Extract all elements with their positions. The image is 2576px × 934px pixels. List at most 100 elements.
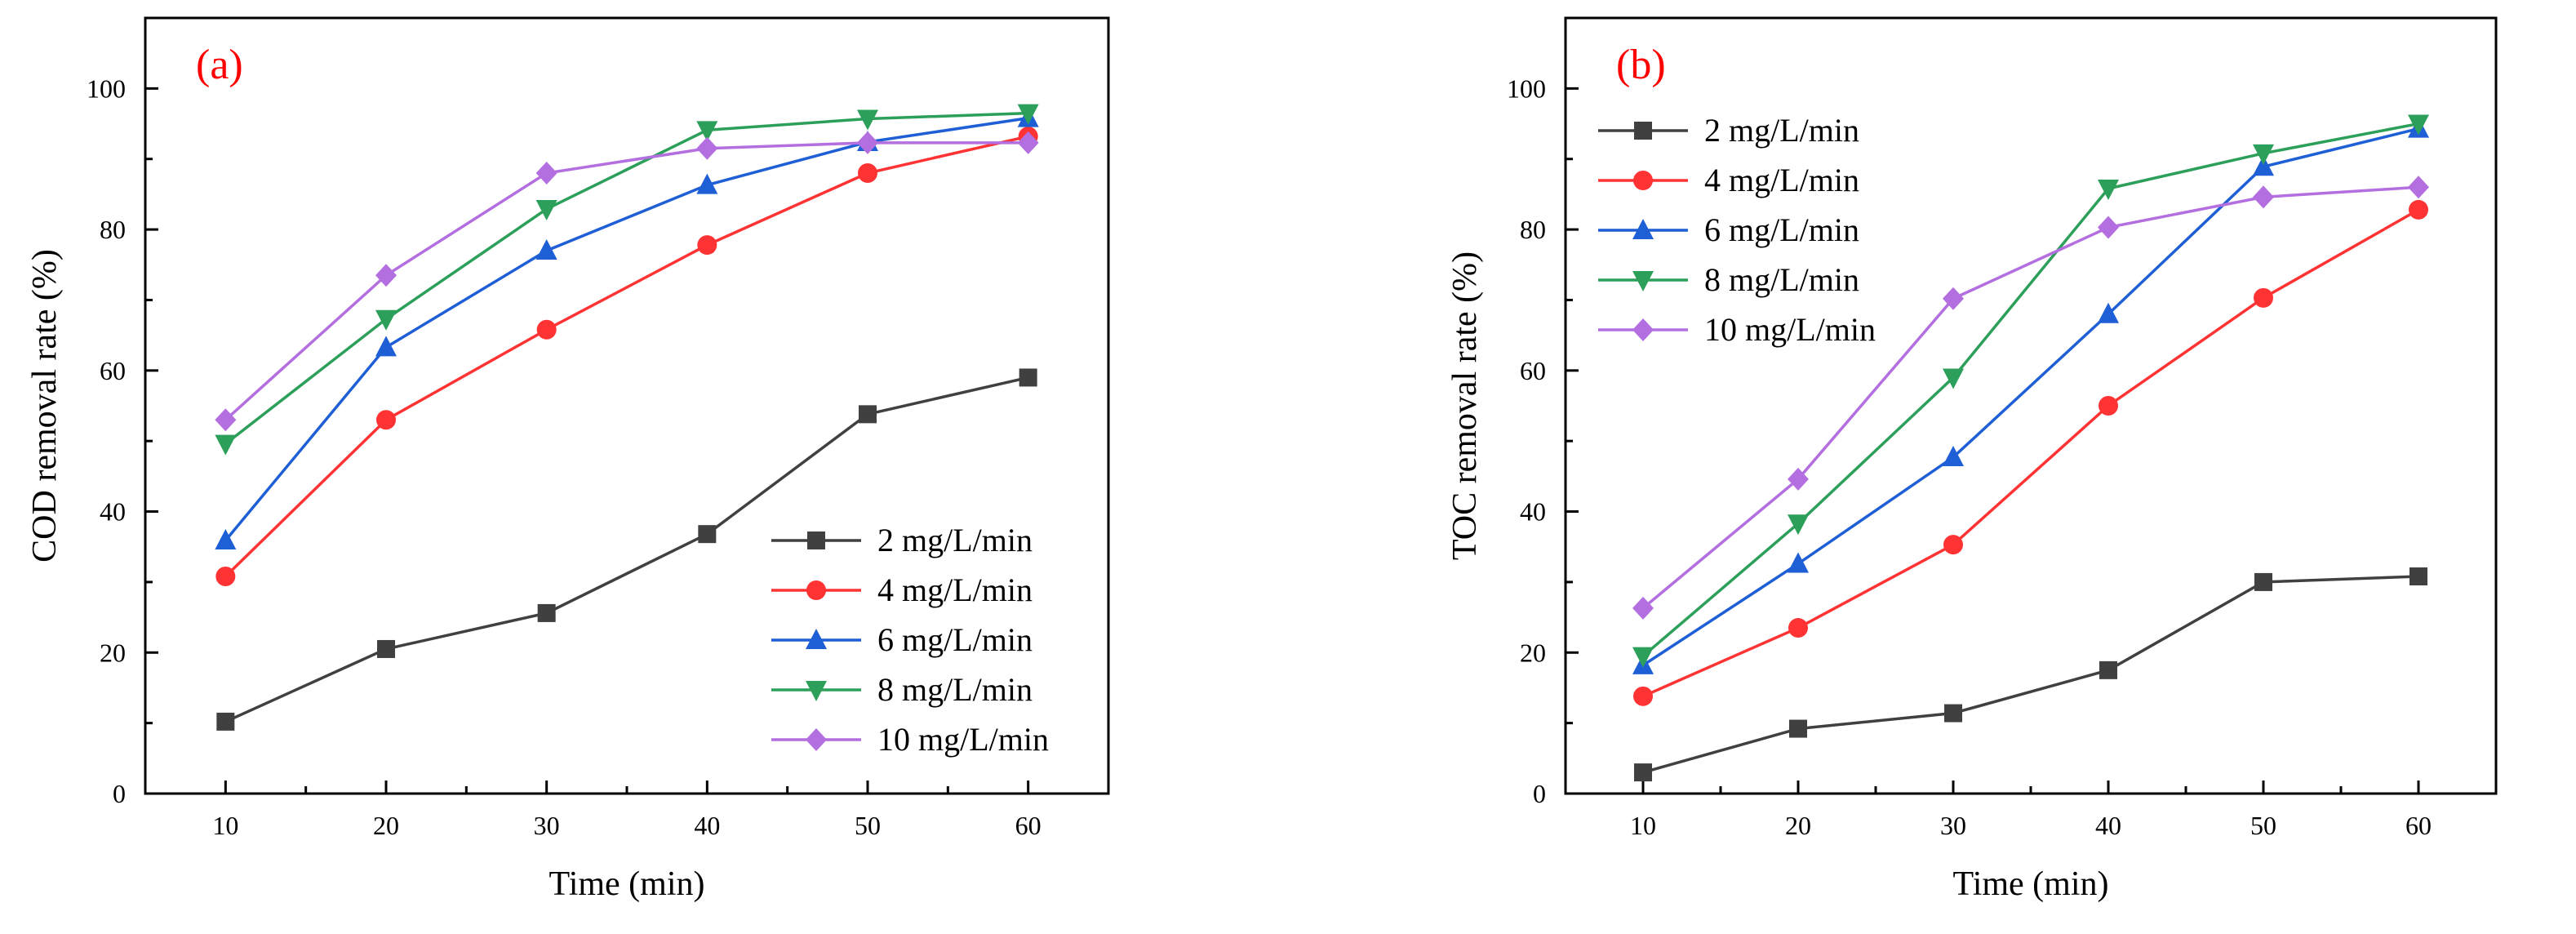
data-point-a-0-3 (698, 525, 717, 544)
x-tick-label-b: 20 (1785, 811, 1811, 840)
x-tick-label-b: 10 (1630, 811, 1656, 840)
x-tick-label-b: 40 (2095, 811, 2121, 840)
data-point-b-2-4 (2253, 155, 2274, 176)
data-point-b-3-3 (2098, 180, 2119, 200)
legend-label-b-2: 6 mg/L/min (1704, 211, 1859, 248)
series-line-b-0 (1642, 575, 2419, 774)
legend-marker-b-0 (1634, 122, 1652, 140)
data-point-a-0-5 (1019, 368, 1037, 387)
data-point-a-0-4 (859, 405, 877, 424)
data-point-a-1-0 (215, 567, 236, 586)
data-point-a-4-1 (375, 264, 397, 287)
y-tick-label-a: 100 (87, 73, 126, 103)
data-point-a-3-1 (375, 309, 397, 331)
data-point-b-3-0 (1632, 647, 1654, 668)
x-axis-label-a: Time (min) (549, 865, 705, 903)
data-point-a-0-0 (216, 712, 235, 731)
data-point-a-3-5 (1017, 104, 1039, 125)
data-point-b-4-0 (1632, 596, 1654, 620)
x-tick-label-a: 30 (534, 811, 560, 840)
x-tick-label-a: 50 (855, 811, 881, 840)
legend-b: 2 mg/L/min 4 mg/L/min 6 mg/L/min 8 mg/L/min… (1598, 112, 1876, 348)
series-line-a-2 (224, 116, 1028, 542)
y-tick-label-b: 20 (1520, 638, 1546, 667)
data-point-a-1-1 (376, 410, 396, 430)
series-line-a-4 (224, 141, 1028, 421)
panel-b: 0 20 40 60 80 100 10 20 30 40 50 60 Time (min) TOC re… (1446, 16, 2498, 903)
data-point-b-0-2 (1944, 704, 1962, 723)
y-tick-label-b: 100 (1507, 73, 1546, 103)
y-tick-label-a: 80 (100, 215, 126, 244)
data-point-a-2-3 (696, 173, 718, 194)
data-point-b-0-1 (1789, 719, 1807, 738)
data-point-a-2-1 (375, 336, 397, 357)
data-point-a-1-2 (536, 319, 557, 340)
data-point-b-1-5 (2409, 199, 2428, 220)
data-point-a-4-4 (857, 131, 878, 154)
legend-marker-b-3 (1632, 271, 1654, 291)
data-point-a-2-0 (215, 528, 237, 549)
x-tick-label-b: 30 (1940, 811, 1966, 840)
series-line-b-4 (1641, 185, 2419, 610)
data-point-b-1-2 (1943, 535, 1963, 555)
x-tick-label-b: 60 (2405, 811, 2432, 840)
y-tick-label-b: 0 (1533, 779, 1546, 808)
data-point-a-1-3 (697, 235, 717, 256)
data-point-b-0-5 (2409, 567, 2427, 585)
data-point-b-0-0 (1634, 763, 1652, 782)
y-axis-label-b: TOC removal rate (%) (1446, 251, 1484, 560)
data-point-b-4-1 (1788, 467, 1809, 491)
data-point-b-2-3 (2098, 302, 2119, 323)
legend-label-a-0: 2 mg/L/min (877, 522, 1033, 558)
data-point-a-0-1 (377, 639, 395, 658)
data-point-b-1-0 (1633, 686, 1653, 706)
x-tick-label-a: 10 (212, 811, 238, 840)
series-line-b-1 (1642, 208, 2419, 698)
data-point-b-1-1 (1788, 618, 1808, 638)
legend-label-b-0: 2 mg/L/min (1704, 112, 1859, 149)
data-point-a-2-2 (535, 239, 557, 260)
x-tick-label-a: 20 (373, 811, 399, 840)
legend-marker-a-0 (807, 531, 825, 549)
y-tick-label-a: 20 (100, 638, 126, 667)
series-line-b-3 (1641, 122, 2419, 657)
data-point-b-2-1 (1788, 552, 1809, 573)
legend-label-a-2: 6 mg/L/min (877, 621, 1033, 658)
legend-marker-b-2 (1632, 219, 1654, 239)
data-point-b-3-5 (2408, 114, 2429, 136)
data-point-a-4-2 (535, 162, 557, 185)
legend-label-a-4: 10 mg/L/min (877, 721, 1049, 758)
data-point-b-4-5 (2408, 176, 2429, 199)
legend-marker-a-2 (806, 629, 827, 649)
y-tick-label-a: 40 (100, 497, 126, 527)
data-point-a-0-2 (537, 603, 556, 622)
x-tick-label-b: 50 (2250, 811, 2276, 840)
panel-label-b: (b) (1616, 42, 1666, 88)
series-line-a-0 (224, 376, 1029, 723)
y-tick-label-b: 60 (1520, 356, 1546, 385)
data-point-b-3-2 (1943, 368, 1964, 389)
legend-marker-a-3 (806, 681, 827, 701)
legend-a: 2 mg/L/min 4 mg/L/min 6 mg/L/min 8 mg/L/min… (771, 522, 1049, 758)
data-point-b-0-3 (2099, 660, 2117, 679)
legend-marker-b-4 (1632, 318, 1654, 341)
y-axis-label-a: COD removal rate (%) (26, 249, 64, 563)
y-tick-label-b: 80 (1520, 215, 1546, 244)
data-point-b-4-4 (2253, 185, 2274, 209)
data-point-b-2-2 (1943, 446, 1964, 467)
data-point-b-3-1 (1788, 514, 1809, 536)
data-point-a-4-3 (696, 136, 718, 160)
legend-label-b-1: 4 mg/L/min (1704, 162, 1859, 198)
y-tick-label-b: 40 (1520, 497, 1546, 527)
data-point-b-4-2 (1943, 287, 1964, 310)
legend-marker-a-1 (806, 580, 826, 600)
data-point-b-3-4 (2253, 144, 2274, 165)
data-point-a-3-4 (857, 109, 878, 131)
x-tick-label-a: 60 (1015, 811, 1042, 840)
legend-label-a-3: 8 mg/L/min (877, 671, 1033, 708)
data-point-b-4-3 (2098, 216, 2119, 239)
legend-label-a-1: 4 mg/L/min (877, 572, 1033, 608)
x-axis-label-b: Time (min) (1953, 865, 2109, 903)
data-point-a-3-3 (696, 121, 718, 142)
